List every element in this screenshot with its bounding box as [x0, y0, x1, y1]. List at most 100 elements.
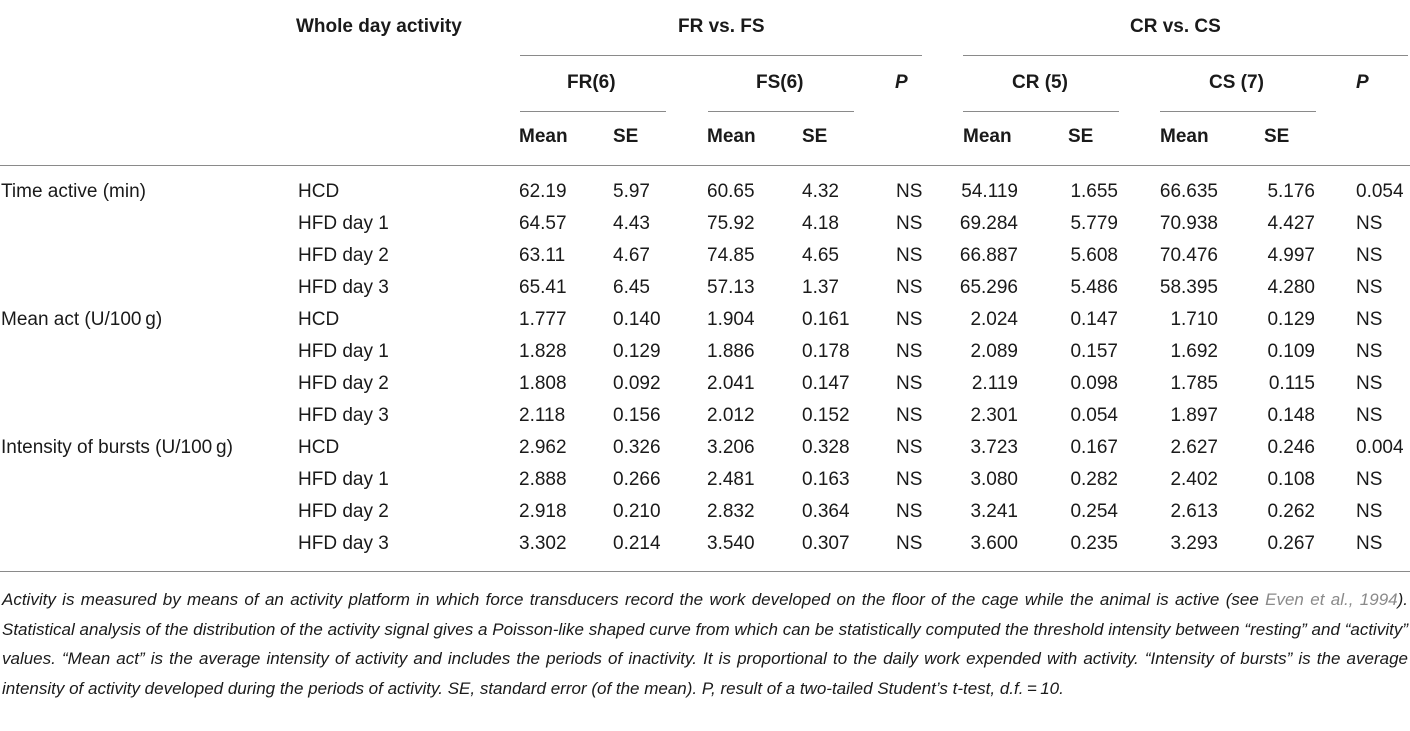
header-fr-vs-fs: FR vs. FS [678, 16, 765, 37]
header-bottom-rule [0, 165, 1410, 166]
table-caption: Activity is measured by means of an acti… [2, 585, 1408, 703]
cell-fs-se: 4.65 [802, 245, 839, 266]
cell-cs-se: 0.115 [1268, 373, 1315, 394]
header-p-2: P [1356, 72, 1369, 93]
cell-cs-mean: 70.938 [1159, 213, 1218, 234]
group-rule-fr-fs [520, 55, 922, 56]
cell-cr-mean: 3.723 [970, 437, 1018, 458]
header-p-1: P [895, 72, 908, 93]
header-fs-mean: Mean [707, 126, 756, 147]
cell-cr-se: 1.655 [1070, 181, 1118, 202]
group-rule-cr-cs [963, 55, 1408, 56]
cell-diet: HCD [298, 437, 340, 458]
cell-fs-mean: 60.65 [707, 181, 755, 202]
cell-fr-se: 4.67 [613, 245, 650, 266]
cell-fs-mean: 2.832 [707, 501, 755, 522]
cell-p1: NS [896, 469, 923, 490]
cell-p2: NS [1356, 341, 1383, 362]
cell-measure: Mean act (U/100 g) [1, 309, 163, 330]
cell-fr-mean: 1.828 [519, 341, 567, 362]
cell-fs-mean: 2.481 [707, 469, 755, 490]
cell-p1: NS [896, 341, 923, 362]
cell-measure: Time active (min) [1, 181, 146, 202]
cell-cs-mean: 70.476 [1159, 245, 1218, 266]
cell-p1: NS [896, 437, 923, 458]
cell-p1: NS [896, 405, 923, 426]
cell-diet: HFD day 3 [298, 533, 389, 554]
cell-cr-mean: 2.089 [970, 341, 1018, 362]
cell-diet: HCD [298, 309, 340, 330]
cell-fs-mean: 3.206 [707, 437, 755, 458]
cell-cs-se: 4.280 [1267, 277, 1315, 298]
cell-diet: HFD day 3 [298, 277, 389, 298]
cell-p2: NS [1356, 501, 1383, 522]
cell-p2: NS [1356, 277, 1383, 298]
cell-fs-se: 0.307 [802, 533, 850, 554]
cell-fr-mean: 3.302 [519, 533, 567, 554]
subgroup-rule-cr [963, 111, 1119, 112]
cell-p2: 0.054 [1356, 181, 1404, 202]
cell-diet: HFD day 1 [298, 213, 389, 234]
cell-cr-se: 0.147 [1070, 309, 1118, 330]
cell-fr-se: 5.97 [613, 181, 650, 202]
header-fs-se: SE [802, 126, 828, 147]
cell-fr-se: 0.129 [613, 341, 661, 362]
header-cs: CS (7) [1209, 72, 1264, 93]
cell-cs-se: 5.176 [1267, 181, 1315, 202]
cell-fs-mean: 57.13 [707, 277, 755, 298]
cell-p1: NS [896, 213, 923, 234]
cell-fr-se: 0.156 [613, 405, 661, 426]
cell-fs-mean: 2.012 [707, 405, 755, 426]
cell-cs-se: 0.108 [1267, 469, 1315, 490]
header-cr-se: SE [1068, 126, 1094, 147]
cell-fs-se: 0.147 [802, 373, 850, 394]
cell-cs-mean: 2.402 [1170, 469, 1218, 490]
cell-fr-mean: 1.777 [519, 309, 567, 330]
cell-cs-se: 0.262 [1267, 501, 1315, 522]
cell-cr-mean: 2.119 [971, 373, 1018, 394]
cell-fr-mean: 64.57 [519, 213, 567, 234]
cell-cs-mean: 58.395 [1159, 277, 1218, 298]
header-cr-vs-cs: CR vs. CS [1130, 16, 1221, 37]
cell-fr-mean: 2.888 [519, 469, 567, 490]
cell-cs-mean: 1.785 [1170, 373, 1218, 394]
cell-fs-se: 4.18 [802, 213, 839, 234]
cell-diet: HFD day 2 [298, 373, 389, 394]
cell-cs-se: 0.246 [1267, 437, 1315, 458]
cell-p1: NS [896, 533, 923, 554]
cell-fr-se: 0.210 [613, 501, 661, 522]
cell-diet: HFD day 1 [298, 469, 389, 490]
cell-cr-mean: 3.600 [970, 533, 1018, 554]
cell-fs-se: 0.328 [802, 437, 850, 458]
cell-cs-mean: 1.710 [1170, 309, 1218, 330]
cell-fr-se: 6.45 [613, 277, 650, 298]
cell-cs-mean: 1.692 [1170, 341, 1218, 362]
cell-p1: NS [896, 245, 923, 266]
cell-fs-se: 4.32 [802, 181, 839, 202]
cell-fr-mean: 2.918 [519, 501, 567, 522]
cell-cs-se: 0.109 [1267, 341, 1315, 362]
cell-fs-mean: 3.540 [707, 533, 755, 554]
cell-fr-mean: 2.962 [519, 437, 567, 458]
cell-fs-mean: 2.041 [707, 373, 755, 394]
cell-diet: HCD [298, 181, 340, 202]
cell-p2: NS [1356, 309, 1383, 330]
cell-p1: NS [896, 277, 923, 298]
cell-cr-se: 5.608 [1070, 245, 1118, 266]
cell-diet: HFD day 2 [298, 501, 389, 522]
cell-fr-mean: 63.11 [519, 245, 566, 266]
header-whole-day-activity: Whole day activity [296, 16, 462, 37]
caption-citation-link[interactable]: Even et al., 1994 [1265, 590, 1398, 609]
cell-cr-se: 5.779 [1070, 213, 1118, 234]
cell-fs-mean: 75.92 [707, 213, 755, 234]
cell-cs-mean: 2.613 [1170, 501, 1218, 522]
cell-p1: NS [896, 501, 923, 522]
cell-diet: HFD day 1 [298, 341, 389, 362]
cell-cr-se: 5.486 [1070, 277, 1118, 298]
cell-p1: NS [896, 309, 923, 330]
cell-p2: NS [1356, 373, 1383, 394]
subgroup-rule-fr [520, 111, 666, 112]
cell-cs-mean: 1.897 [1170, 405, 1218, 426]
cell-fr-se: 0.140 [613, 309, 661, 330]
cell-fs-mean: 1.904 [707, 309, 755, 330]
